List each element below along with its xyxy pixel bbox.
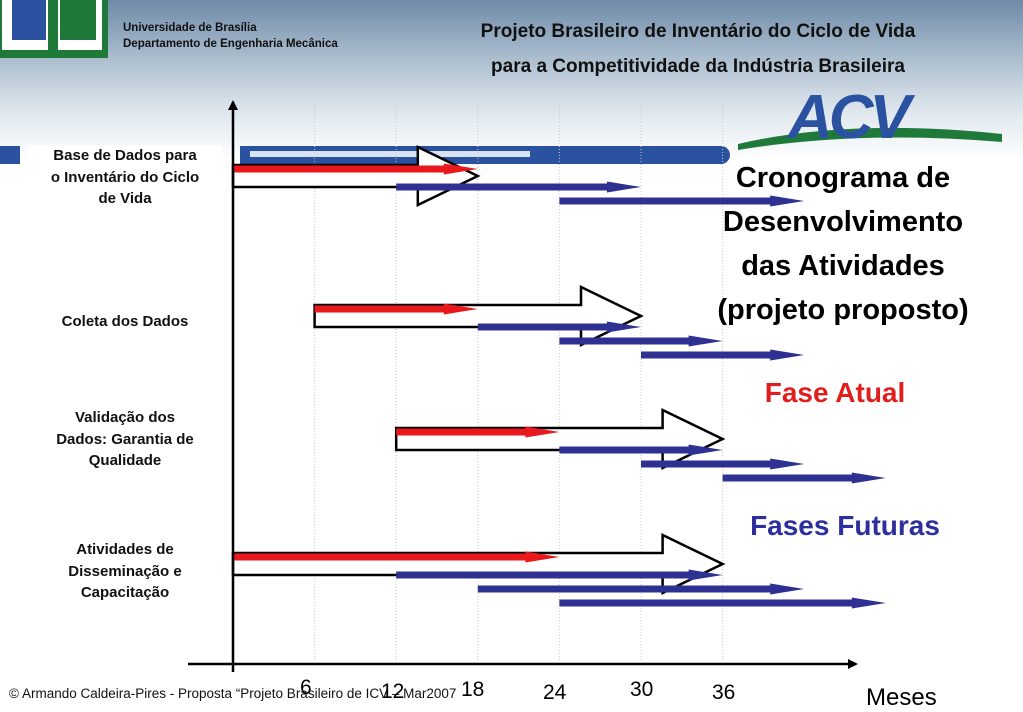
row-label-dissemination-line2: Disseminação e [68,562,182,580]
current-phase-arrow [396,426,560,438]
title-line-2: para a Competitividade da Indústria Bras… [491,56,905,77]
future-phase-arrow [559,444,723,456]
future-phase-arrow [641,458,805,470]
row-label-database-line1: Base de Dados para [53,147,197,164]
university-name: Universidade de Brasília [123,22,257,34]
schedule-title: Cronograma de Desenvolvimento das Ativid… [672,156,1014,332]
schedule-title-line3: das Atividades [741,250,945,282]
future-phase-arrow [477,321,641,333]
row-label-collection-line1: Coleta dos Dados [61,313,189,330]
schedule-title-line4: (projeto proposto) [717,294,969,326]
x-tick-label: 6 [300,676,312,699]
row-label-database-line3: de Vida [98,190,152,207]
logo-blue-square [12,0,46,40]
planned-duration-arrow [394,408,726,470]
acv-swoosh [738,127,1002,150]
future-phase-arrow [559,597,886,609]
department-name: Departamento de Engenharia Mecânica [123,38,338,50]
current-phase-arrow [233,551,560,563]
future-phase-arrow [641,349,805,361]
future-phase-arrow [396,181,641,193]
row-label-database-line2: o Inventário do Ciclo [50,168,200,186]
row-label-dissemination-line3: Capacitação [80,584,170,601]
row-label-validation-line3: Qualidade [88,452,162,469]
row-label-dissemination: Atividades de Disseminação e Capacitação [28,539,222,604]
x-tick-label: 12 [381,680,405,703]
page-title: Projeto Brasileiro de Inventário do Cicl… [398,14,998,84]
schedule-title-line1: Cronograma de [735,162,951,194]
acv-logo: ACV [738,83,1002,152]
footer-credit: © Armando Caldeira-Pires - Proposta “Pro… [9,686,457,701]
row-label-dissemination-line1: Atividades de [76,541,174,558]
row-label-validation-line2: Dados: Garantia de [56,430,194,448]
planned-duration-arrow [231,145,481,207]
legend-future-phases: Fases Futuras [750,510,940,541]
row-label-validation-line1: Validação dos [74,409,176,426]
banner-highlight [250,151,530,157]
university-logo [0,0,108,58]
legend-current-phase: Fase Atual [764,377,906,408]
future-phase-arrow [559,195,805,207]
x-tick-label: 18 [461,678,485,701]
future-phase-arrow [722,472,886,484]
current-phase-arrow [314,303,478,315]
title-line-1: Projeto Brasileiro de Inventário do Cicl… [480,21,916,42]
schedule-title-line2: Desenvolvimento [722,206,964,238]
x-tick-label: 36 [712,681,736,704]
acv-logo-text: ACV [786,83,916,152]
x-tick-label: 24 [543,681,567,704]
future-phase-arrow [477,583,805,595]
x-tick-label: 30 [630,678,654,701]
row-label-database: Base de Dados para o Inventário do Ciclo… [28,145,222,210]
banner-left [0,146,20,164]
future-phase-arrow [396,569,723,581]
row-label-collection: Coleta dos Dados [28,311,222,333]
schedule-bars [231,145,886,609]
current-phase-arrow [233,163,478,175]
planned-duration-arrow [313,285,644,347]
logo-green-square [60,0,96,40]
row-label-validation: Validação dos Dados: Garantia de Qualida… [28,407,222,472]
x-axis-label: Meses [866,684,937,711]
future-phase-arrow [559,335,723,347]
